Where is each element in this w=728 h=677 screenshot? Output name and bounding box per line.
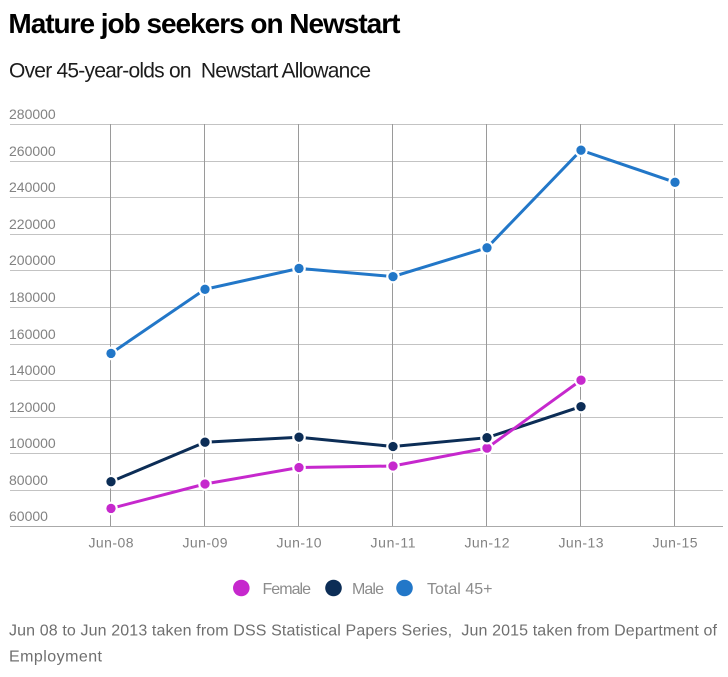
- svg-text:Jun-11: Jun-11: [371, 535, 416, 551]
- svg-text:80000: 80000: [9, 472, 48, 488]
- svg-text:260000: 260000: [9, 143, 56, 159]
- svg-text:Jun-10: Jun-10: [277, 535, 322, 551]
- svg-text:Jun-12: Jun-12: [465, 535, 510, 551]
- svg-text:180000: 180000: [9, 289, 56, 305]
- svg-text:240000: 240000: [9, 179, 56, 195]
- svg-text:Jun 08 to Jun 2013 taken from: Jun 08 to Jun 2013 taken from DSS Statis…: [9, 623, 718, 640]
- svg-text:Jun-13: Jun-13: [559, 535, 604, 551]
- svg-text:Female: Female: [263, 581, 312, 598]
- svg-text:280000: 280000: [9, 106, 56, 122]
- svg-text:Jun-09: Jun-09: [183, 535, 228, 551]
- svg-text:Mature job seekers on Newstart: Mature job seekers on Newstart: [8, 8, 400, 39]
- svg-text:100000: 100000: [9, 435, 56, 451]
- svg-text:Employment: Employment: [9, 649, 103, 666]
- svg-text:160000: 160000: [9, 326, 56, 342]
- svg-text:Over 45-year-olds on Newstart: Over 45-year-olds on Newstart Allowance: [9, 60, 371, 83]
- svg-text:220000: 220000: [9, 216, 56, 232]
- svg-text:60000: 60000: [9, 508, 48, 524]
- svg-text:Jun-15: Jun-15: [653, 535, 698, 551]
- svg-text:200000: 200000: [9, 252, 56, 268]
- svg-text:120000: 120000: [9, 399, 56, 415]
- svg-text:Male: Male: [352, 581, 384, 598]
- svg-text:140000: 140000: [9, 362, 56, 378]
- svg-text:Jun-08: Jun-08: [89, 535, 134, 551]
- svg-text:Total 45+: Total 45+: [427, 581, 493, 598]
